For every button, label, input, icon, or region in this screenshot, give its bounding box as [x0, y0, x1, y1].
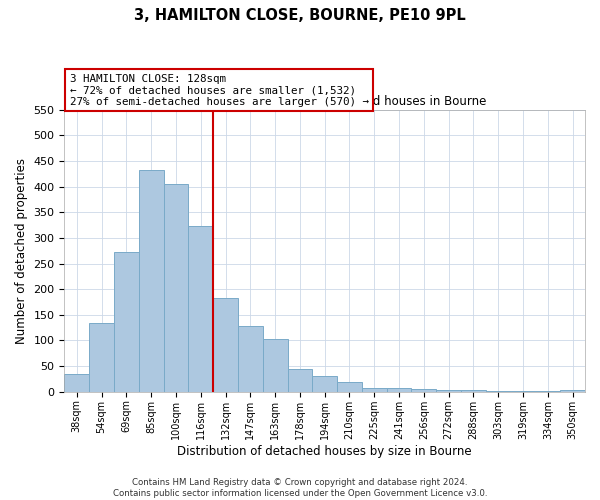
Bar	[238, 326, 263, 392]
Bar	[188, 226, 213, 392]
X-axis label: Distribution of detached houses by size in Bourne: Distribution of detached houses by size …	[178, 444, 472, 458]
Bar	[560, 390, 585, 392]
Bar	[436, 390, 461, 392]
Text: Contains HM Land Registry data © Crown copyright and database right 2024.
Contai: Contains HM Land Registry data © Crown c…	[113, 478, 487, 498]
Bar	[213, 298, 238, 392]
Y-axis label: Number of detached properties: Number of detached properties	[15, 158, 28, 344]
Bar	[386, 388, 412, 392]
Bar	[287, 368, 313, 392]
Bar	[535, 391, 560, 392]
Title: Size of property relative to detached houses in Bourne: Size of property relative to detached ho…	[163, 96, 487, 108]
Bar	[89, 322, 114, 392]
Bar	[164, 184, 188, 392]
Bar	[139, 170, 164, 392]
Bar	[461, 390, 486, 392]
Text: 3 HAMILTON CLOSE: 128sqm
← 72% of detached houses are smaller (1,532)
27% of sem: 3 HAMILTON CLOSE: 128sqm ← 72% of detach…	[70, 74, 368, 106]
Bar	[337, 382, 362, 392]
Bar	[263, 339, 287, 392]
Bar	[64, 374, 89, 392]
Bar	[313, 376, 337, 392]
Bar	[362, 388, 386, 392]
Bar	[486, 391, 511, 392]
Bar	[412, 389, 436, 392]
Bar	[114, 252, 139, 392]
Bar	[511, 391, 535, 392]
Text: 3, HAMILTON CLOSE, BOURNE, PE10 9PL: 3, HAMILTON CLOSE, BOURNE, PE10 9PL	[134, 8, 466, 22]
